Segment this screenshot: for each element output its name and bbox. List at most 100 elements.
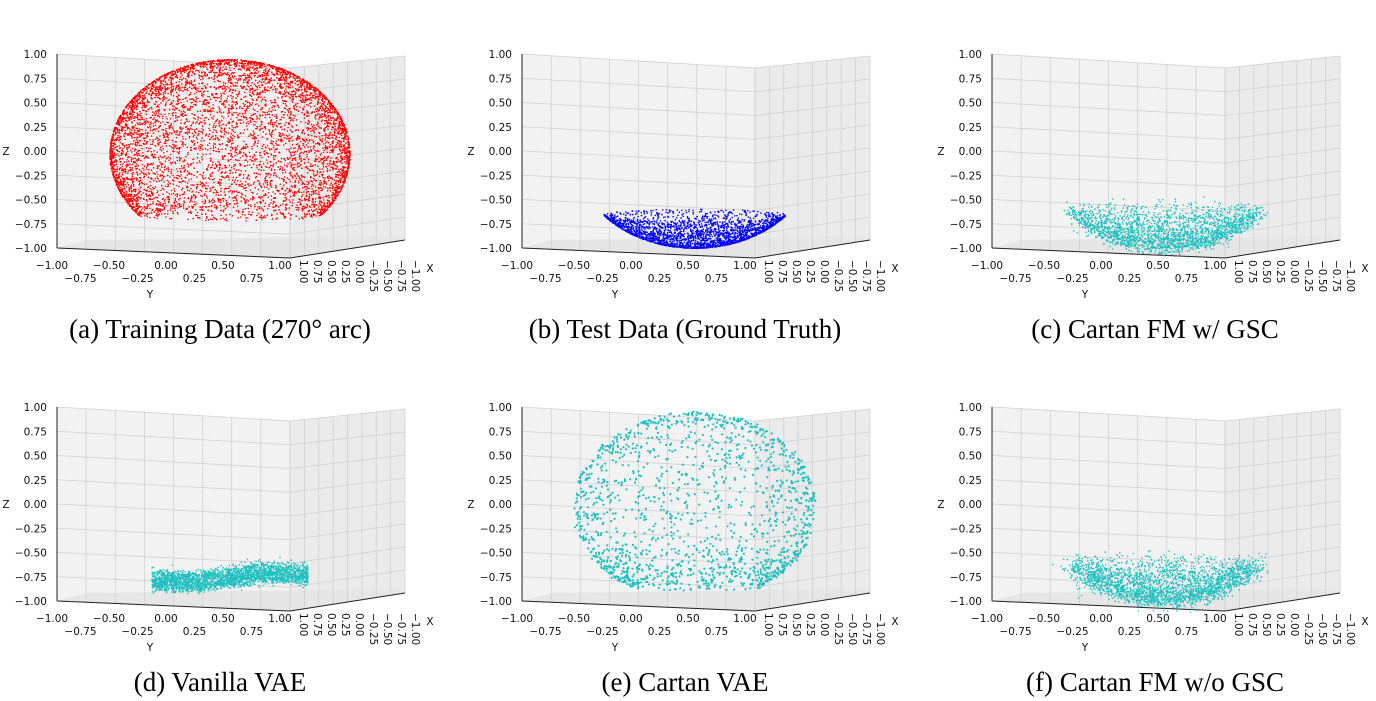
- data-point: [314, 127, 316, 129]
- data-point: [139, 184, 141, 186]
- data-point: [193, 159, 195, 161]
- data-point: [122, 174, 124, 176]
- data-point: [292, 158, 294, 160]
- data-point: [262, 115, 264, 117]
- data-point: [299, 78, 301, 80]
- data-point: [250, 189, 252, 191]
- data-point: [197, 212, 199, 214]
- data-point: [139, 154, 141, 156]
- data-point: [131, 157, 133, 159]
- data-point: [302, 107, 304, 109]
- data-point: [180, 73, 182, 75]
- data-point: [186, 186, 188, 188]
- data-point: [308, 188, 310, 190]
- data-point: [271, 65, 273, 67]
- data-point: [161, 175, 163, 177]
- data-point: [306, 115, 308, 117]
- data-point: [205, 63, 207, 65]
- data-point: [239, 106, 241, 108]
- data-point: [163, 84, 165, 86]
- data-point: [202, 78, 204, 80]
- data-point: [229, 214, 231, 216]
- data-point: [133, 102, 135, 104]
- data-point: [201, 190, 203, 192]
- data-point: [193, 135, 195, 137]
- data-point: [313, 185, 315, 187]
- data-point: [221, 63, 223, 65]
- data-point: [225, 89, 227, 91]
- data-point: [122, 170, 124, 172]
- data-point: [237, 202, 239, 204]
- data-point: [159, 169, 161, 171]
- data-point: [339, 148, 341, 150]
- data-point: [160, 102, 162, 104]
- data-point: [226, 68, 228, 70]
- data-point: [307, 198, 309, 200]
- data-point: [181, 168, 183, 170]
- data-point: [218, 199, 220, 201]
- data-point: [257, 117, 259, 119]
- data-point: [232, 180, 234, 182]
- data-point: [182, 90, 184, 92]
- data-point: [110, 141, 112, 143]
- data-point: [332, 197, 334, 199]
- data-point: [300, 87, 302, 89]
- data-point: [243, 174, 245, 176]
- data-point: [240, 132, 242, 134]
- data-point: [243, 96, 245, 98]
- data-point: [145, 92, 147, 94]
- data-point: [125, 172, 127, 174]
- data-point: [259, 197, 261, 199]
- data-point: [324, 123, 326, 125]
- data-point: [181, 178, 183, 180]
- data-point: [235, 210, 237, 212]
- data-point: [348, 164, 350, 166]
- data-point: [275, 218, 277, 220]
- data-point: [202, 206, 204, 208]
- data-point: [247, 121, 249, 123]
- data-point: [237, 61, 239, 63]
- data-point: [288, 149, 290, 151]
- data-point: [290, 120, 292, 122]
- data-point: [255, 137, 257, 139]
- data-point: [228, 110, 230, 112]
- data-point: [144, 96, 146, 98]
- data-point: [319, 136, 321, 138]
- data-point: [202, 185, 204, 187]
- data-point: [192, 84, 194, 86]
- data-point: [122, 196, 124, 198]
- data-point: [207, 69, 209, 71]
- data-point: [233, 112, 235, 114]
- data-point: [197, 217, 199, 219]
- data-point: [225, 214, 227, 216]
- data-point: [291, 205, 293, 207]
- data-point: [236, 64, 238, 66]
- data-point: [306, 192, 308, 194]
- data-point: [290, 152, 292, 154]
- data-point: [165, 186, 167, 188]
- data-point: [146, 168, 148, 170]
- data-point: [314, 117, 316, 119]
- data-point: [204, 122, 206, 124]
- data-point: [218, 123, 220, 125]
- data-point: [180, 141, 182, 143]
- data-point: [166, 118, 168, 120]
- data-point: [261, 167, 263, 169]
- data-point: [313, 147, 315, 149]
- data-point: [150, 204, 152, 206]
- data-point: [150, 185, 152, 187]
- data-point: [166, 158, 168, 160]
- data-point: [250, 184, 252, 186]
- data-point: [168, 171, 170, 173]
- data-point: [258, 105, 260, 107]
- data-point: [146, 147, 148, 149]
- data-point: [174, 121, 176, 123]
- data-point: [338, 177, 340, 179]
- data-point: [267, 197, 269, 199]
- data-point: [213, 145, 215, 147]
- data-point: [187, 189, 189, 191]
- data-point: [338, 192, 340, 194]
- z-tick-label: 0.50: [24, 98, 47, 110]
- data-point: [288, 87, 290, 89]
- data-point: [208, 164, 210, 166]
